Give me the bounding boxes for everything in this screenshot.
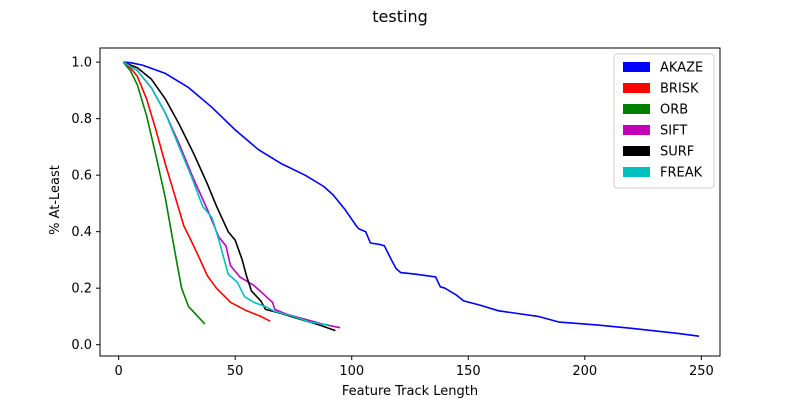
legend-label-surf: SURF — [660, 145, 694, 160]
x-tick-label: 0 — [115, 364, 123, 379]
y-tick-label: 0.2 — [71, 282, 92, 297]
y-tick-label: 0.8 — [71, 112, 92, 127]
chart-title: testing — [372, 7, 427, 26]
plot-frame — [99, 47, 721, 357]
series-line-akaze — [123, 61, 700, 337]
y-tick-label: 0.6 — [71, 169, 92, 184]
legend: AKAZE BRISK ORB SIFT SURF FREAK — [613, 53, 715, 189]
legend-swatch-freak — [623, 167, 650, 177]
legend-swatch-brisk — [623, 83, 650, 93]
x-tick-label: 250 — [689, 364, 714, 379]
series-line-sift — [122, 61, 341, 329]
legend-swatch-sift — [623, 125, 650, 135]
x-axis: 0 50 100 150 200 250 — [115, 356, 714, 379]
legend-label-sift: SIFT — [660, 124, 687, 139]
y-tick-label: 0.0 — [71, 338, 92, 353]
legend-label-brisk: BRISK — [660, 82, 699, 97]
y-axis-label: % At-Least — [48, 165, 63, 235]
x-tick-label: 150 — [456, 364, 481, 379]
plot-area — [99, 47, 721, 357]
x-tick-label: 200 — [572, 364, 597, 379]
y-axis: 0.0 0.2 0.4 0.6 0.8 1.0 — [71, 56, 100, 353]
x-tick-label: 100 — [339, 364, 364, 379]
legend-label-akaze: AKAZE — [660, 61, 703, 76]
y-tick-label: 1.0 — [71, 56, 92, 71]
legend-swatch-akaze — [623, 62, 650, 72]
x-tick-label: 50 — [227, 364, 244, 379]
legend-swatch-orb — [623, 104, 650, 114]
series-line-brisk — [122, 61, 271, 322]
series-line-surf — [122, 61, 336, 332]
y-tick-label: 0.4 — [71, 225, 92, 240]
series-line-freak — [122, 61, 329, 326]
x-axis-label: Feature Track Length — [342, 384, 478, 399]
legend-label-freak: FREAK — [660, 166, 703, 181]
series-lines — [122, 61, 700, 337]
legend-label-orb: ORB — [660, 103, 688, 118]
series-line-orb — [122, 61, 206, 325]
legend-swatch-surf — [623, 146, 650, 156]
